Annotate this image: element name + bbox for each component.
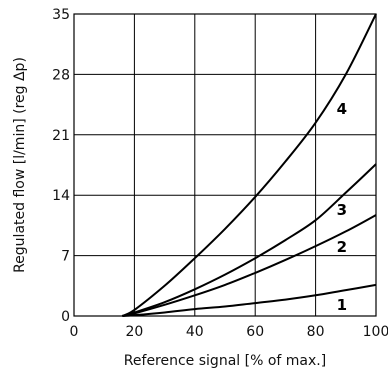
x-tick-label: 60 xyxy=(246,324,264,340)
x-tick-label: 100 xyxy=(363,324,388,340)
x-tick-label: 40 xyxy=(186,324,204,340)
series-label-2: 2 xyxy=(337,238,347,256)
x-tick-label: 20 xyxy=(125,324,143,340)
plot-frame xyxy=(73,13,377,317)
y-axis-label: Regulated flow [l/min] (reg Δp) xyxy=(12,57,28,273)
series-label-1: 1 xyxy=(337,296,347,314)
y-tick-label: 14 xyxy=(52,188,70,204)
series-line-1 xyxy=(122,283,377,317)
series-label-4: 4 xyxy=(337,100,347,118)
x-tick-label: 0 xyxy=(70,324,79,340)
y-tick-label: 21 xyxy=(52,128,70,144)
x-tick-label: 80 xyxy=(307,324,325,340)
y-tick-label: 0 xyxy=(61,309,70,325)
curves xyxy=(121,13,377,317)
series-line-4 xyxy=(121,13,377,317)
series-line-2 xyxy=(122,214,377,317)
series-label-3: 3 xyxy=(337,201,347,219)
curve-labels: 1 2 3 4 xyxy=(337,100,347,314)
y-tick-label: 28 xyxy=(52,67,70,83)
series-line-3 xyxy=(122,163,377,317)
x-axis-label: Reference signal [% of max.] xyxy=(124,353,326,369)
y-tick-labels: 0 7 14 21 28 35 xyxy=(52,7,70,325)
y-tick-label: 7 xyxy=(61,249,70,265)
y-tick-label: 35 xyxy=(52,7,70,23)
x-tick-labels: 0 20 40 60 80 100 xyxy=(70,324,388,340)
grid xyxy=(74,14,376,316)
